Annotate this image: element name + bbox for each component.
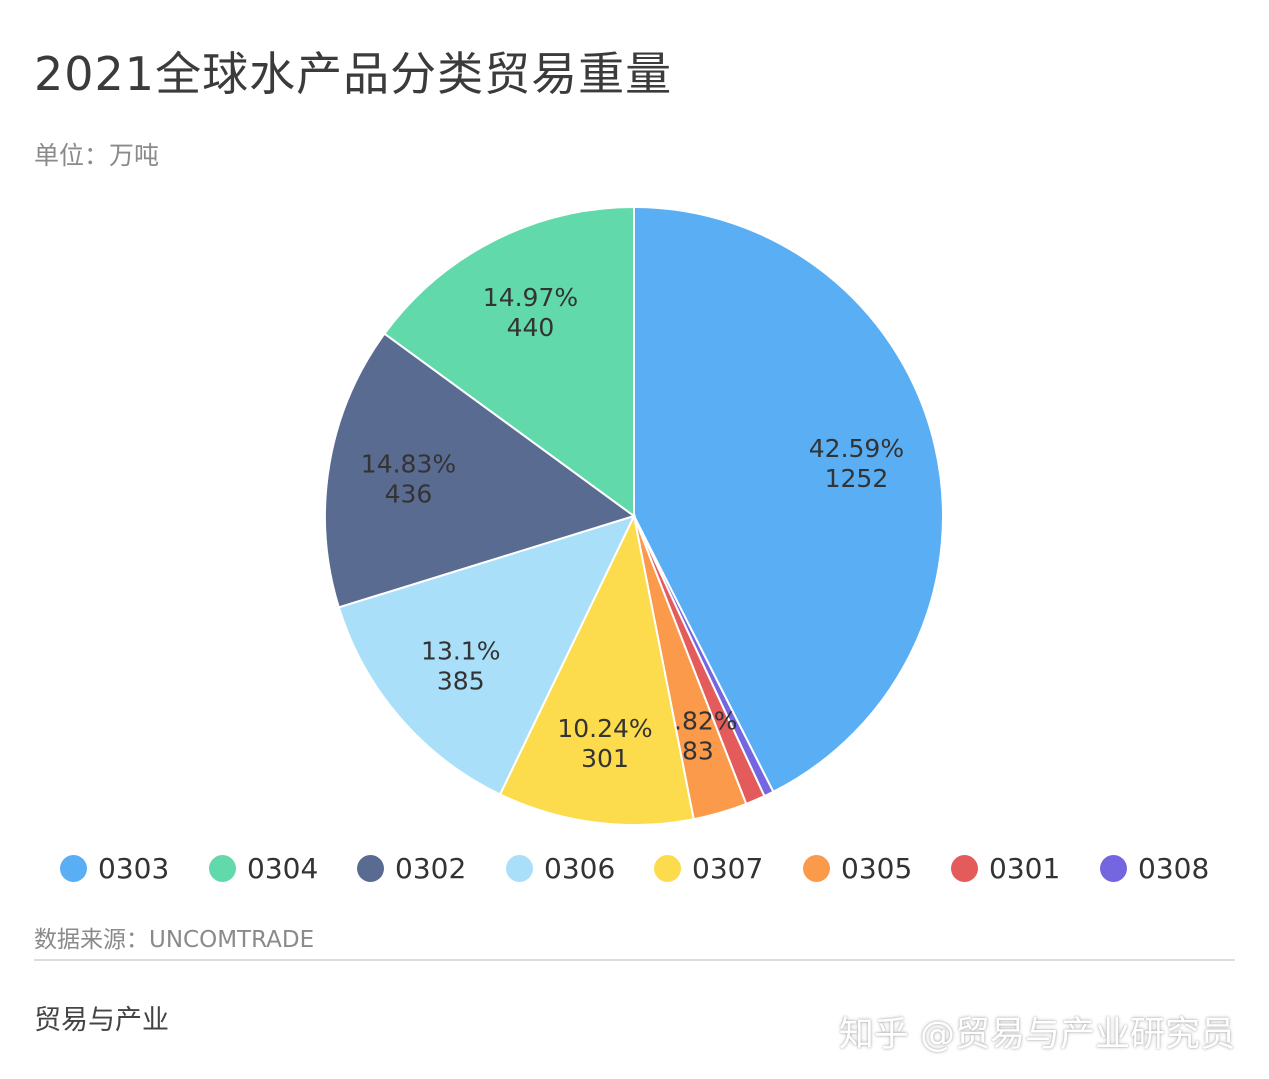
legend-item-0306[interactable]: 0306 — [506, 850, 615, 886]
legend-item-0303[interactable]: 0303 — [60, 850, 169, 886]
legend-dot — [1100, 854, 1127, 882]
unit-label: 单位：万吨 — [34, 141, 160, 170]
legend-item-0301[interactable]: 0301 — [951, 850, 1060, 886]
pie-slice-0303[interactable] — [633, 205, 944, 794]
legend-item-0302[interactable]: 0302 — [357, 850, 466, 886]
legend-dot — [951, 854, 978, 882]
slice-value-label: 436 — [385, 479, 433, 508]
pie-slice-0304[interactable] — [383, 205, 635, 518]
legend-label: 0307 — [692, 851, 764, 885]
legend-dot — [209, 854, 236, 882]
legend-item-0304[interactable]: 0304 — [209, 850, 318, 886]
legend-label: 0308 — [1138, 851, 1210, 885]
legend-item-0307[interactable]: 0307 — [654, 850, 763, 886]
pie-chart: 42.59%12522.82%8310.24%30113.1%38514.83%… — [324, 205, 944, 826]
legend-label: 0301 — [989, 851, 1061, 885]
slice-value-label: 385 — [437, 666, 485, 695]
slice-value-label: 1252 — [825, 464, 889, 493]
legend-label: 0302 — [395, 851, 467, 885]
legend-label: 0305 — [841, 851, 913, 885]
watermark: 知乎 @贸易与产业研究员 — [838, 1015, 1235, 1055]
slice-percent-label: 14.97% — [483, 283, 578, 312]
data-source: 数据来源：UNCOMTRADE — [34, 927, 315, 953]
legend-dot — [506, 854, 533, 882]
legend-label: 0303 — [98, 851, 170, 885]
legend-item-0308[interactable]: 0308 — [1100, 850, 1209, 886]
legend-label: 0304 — [247, 851, 319, 885]
pie-slice-0307[interactable] — [498, 512, 695, 826]
legend-dot — [357, 854, 384, 882]
legend-dot — [60, 854, 87, 882]
slice-value-label: 440 — [507, 313, 555, 342]
legend-dot — [654, 854, 681, 882]
legend-item-0305[interactable]: 0305 — [803, 850, 912, 886]
chart-title: 2021全球水产品分类贸易重量 — [34, 47, 673, 101]
pie-slice-0302[interactable] — [324, 332, 637, 609]
chart-legend: 0303 0304 0302 0306 0307 0305 0301 0308 — [60, 850, 1240, 886]
slice-value-label: 83 — [682, 737, 714, 766]
slice-percent-label: 13.1% — [421, 636, 500, 665]
legend-dot — [803, 854, 830, 882]
pie-slice-0306[interactable] — [337, 514, 636, 796]
slice-percent-label: 10.24% — [557, 714, 652, 743]
brand-name: 贸易与产业 — [34, 1005, 169, 1036]
legend-label: 0306 — [544, 851, 616, 885]
footer-divider — [34, 959, 1235, 961]
slice-percent-label: 42.59% — [809, 434, 904, 463]
slice-value-label: 301 — [581, 744, 629, 773]
slice-percent-label: 14.83% — [361, 449, 456, 478]
